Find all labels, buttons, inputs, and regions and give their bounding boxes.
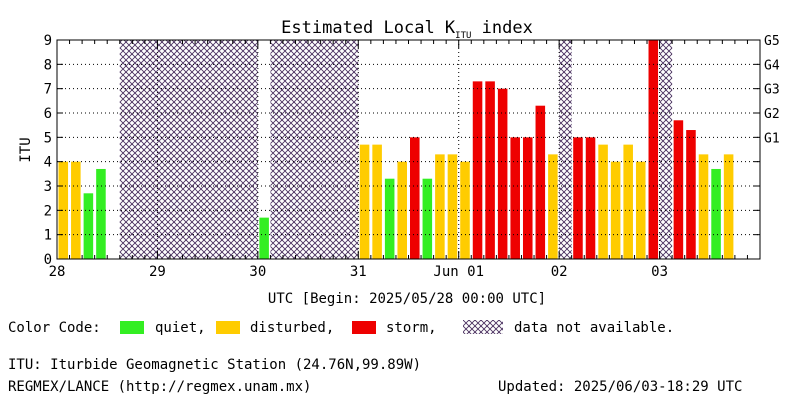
bar-disturbed — [397, 161, 407, 259]
bar-storm — [535, 105, 546, 259]
g-scale-label: G5 — [764, 34, 780, 49]
bar-disturbed — [447, 154, 458, 259]
na-region — [559, 40, 572, 259]
legend-storm-swatch — [352, 321, 376, 334]
bar-disturbed — [460, 161, 470, 259]
x-day-label: 30 — [249, 264, 266, 280]
na-region — [270, 40, 359, 259]
x-day-label: 29 — [149, 264, 166, 280]
bar-disturbed — [610, 161, 621, 259]
y-tick-label: 4 — [44, 155, 52, 171]
bar-disturbed — [372, 144, 382, 259]
legend-disturbed-label: disturbed, — [250, 320, 335, 336]
bar-storm — [510, 137, 520, 259]
bar-storm — [497, 88, 508, 260]
y-tick-label: 2 — [44, 203, 52, 219]
legend-quiet-label: quiet, — [155, 320, 206, 336]
bar-storm — [485, 81, 495, 259]
bar-quiet — [259, 217, 269, 259]
na-region — [659, 40, 673, 259]
bar-storm — [648, 40, 659, 259]
y-tick-label: 3 — [44, 179, 52, 195]
na-region — [119, 40, 258, 259]
y-axis-label: ITU — [18, 137, 34, 162]
y-tick-label: 9 — [44, 33, 52, 49]
bar-disturbed — [698, 154, 709, 259]
footer-updated: Updated: 2025/06/03-18:29 UTC — [498, 379, 743, 395]
bar-quiet — [422, 178, 433, 259]
bar-quiet — [96, 168, 106, 259]
footer-station: ITU: Iturbide Geomagnetic Station (24.76… — [8, 357, 422, 373]
y-tick-label: 6 — [44, 106, 52, 122]
bar-disturbed — [71, 161, 81, 259]
bar-disturbed — [548, 154, 558, 259]
legend-na-swatch — [463, 320, 503, 334]
legend-na-label: data not available. — [514, 320, 675, 336]
chart-title-main: Estimated Local K — [281, 18, 456, 38]
bar-disturbed — [58, 161, 69, 259]
bar-disturbed — [435, 154, 445, 259]
y-tick-label: 1 — [44, 228, 52, 244]
g-scale-label: G3 — [764, 83, 780, 98]
legend-disturbed-swatch — [216, 321, 240, 334]
bar-storm — [585, 137, 596, 259]
footer-site: REGMEX/LANCE (http://regmex.unam.mx) — [8, 379, 312, 395]
legend-storm-label: storm, — [386, 320, 437, 336]
x-day-label: 31 — [350, 264, 367, 280]
bar-disturbed — [359, 144, 370, 259]
axes: 0 1 2 3 4 5 6 7 8 9 G1 G2 G3 G4 G5 28 29 30 31 Jun 01 02 03 — [44, 33, 780, 280]
chart-title-tail: index — [471, 18, 532, 38]
bar-storm — [472, 81, 483, 259]
g-scale-label: G1 — [764, 131, 780, 146]
legend-na-hatch — [463, 320, 503, 334]
y-tick-label: 5 — [44, 130, 52, 146]
bar-disturbed — [723, 154, 734, 259]
g-scale-label: G2 — [764, 107, 780, 122]
g-scale-label: G4 — [764, 58, 780, 73]
chart-title: Estimated Local KITU index — [281, 18, 533, 41]
na-regions — [119, 40, 673, 259]
bar-disturbed — [623, 144, 633, 259]
bar-storm — [673, 120, 684, 259]
bar-disturbed — [635, 161, 646, 259]
bar-storm — [410, 137, 420, 259]
bar-storm — [686, 130, 696, 259]
x-day-label: 02 — [551, 264, 568, 280]
y-tick-label: 8 — [44, 57, 52, 73]
y-tick-label: 0 — [44, 252, 52, 268]
y-tick-label: 7 — [44, 82, 52, 98]
bar-storm — [522, 137, 533, 259]
grid-lines — [57, 40, 760, 259]
bars-group — [58, 40, 734, 260]
x-day-label: Jun 01 — [433, 264, 484, 280]
bar-quiet — [711, 168, 721, 259]
legend-title: Color Code: — [8, 320, 101, 336]
legend-quiet-swatch — [120, 321, 144, 334]
chart-title-subscript: ITU — [455, 31, 471, 41]
bar-disturbed — [598, 144, 608, 259]
bar-storm — [573, 137, 583, 259]
x-axis-label: UTC [Begin: 2025/05/28 00:00 UTC] — [268, 291, 546, 307]
bar-quiet — [384, 178, 395, 259]
x-day-label: 28 — [49, 264, 66, 280]
x-day-label: 03 — [651, 264, 668, 280]
bar-quiet — [83, 193, 94, 259]
